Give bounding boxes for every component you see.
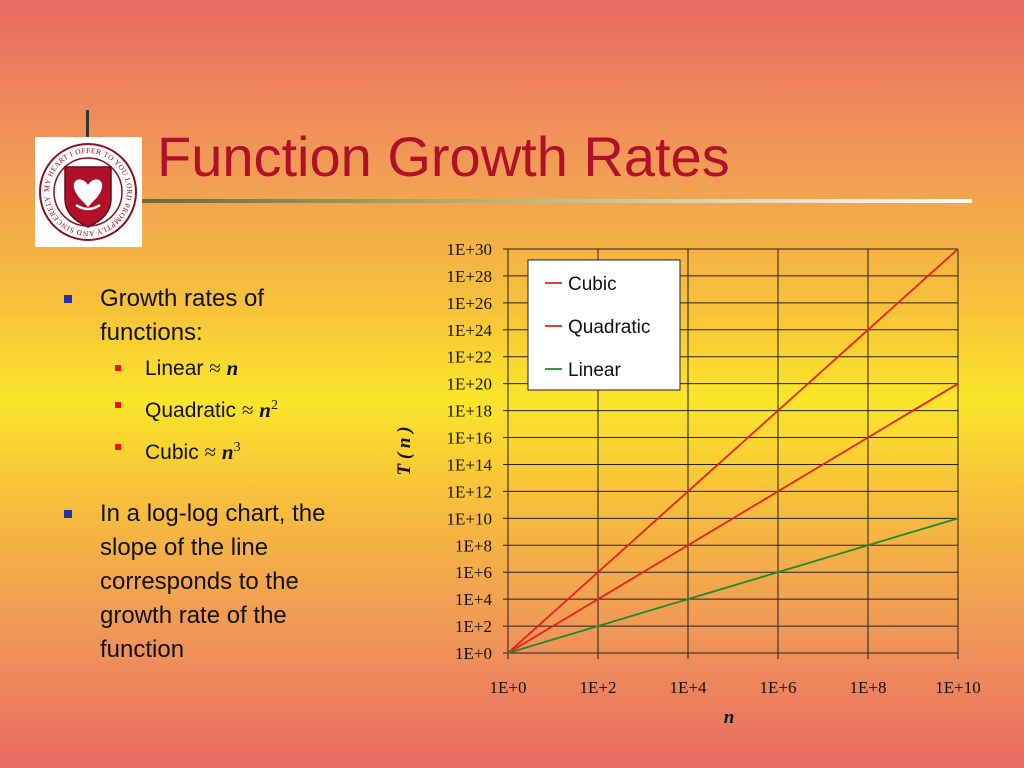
series-line-cubic bbox=[507, 248, 959, 654]
x-axis-title: n bbox=[724, 707, 735, 728]
chart-grid bbox=[503, 248, 959, 659]
y-tick-label: 1E+26 bbox=[447, 294, 492, 313]
y-tick-label: 1E+14 bbox=[447, 455, 493, 474]
x-tick-label: 1E+6 bbox=[760, 678, 797, 697]
crest-icon: MY HEART I OFFER TO YOU LORD PROMPTLY AN… bbox=[39, 143, 137, 241]
x-axis-ticks: 1E+0 1E+2 1E+4 1E+6 1E+8 1E+10 bbox=[490, 678, 981, 697]
legend-label: Linear bbox=[568, 360, 621, 381]
sub-bullet-quadratic: Quadratic ≈ n2 bbox=[60, 387, 390, 429]
y-axis-ticks: 1E+0 1E+2 1E+4 1E+6 1E+8 1E+10 1E+12 1E+14 1E+16… bbox=[447, 240, 493, 663]
x-tick-label: 1E+4 bbox=[670, 678, 707, 697]
slide-title: Function Growth Rates bbox=[157, 125, 730, 188]
sub-bullet-square-icon bbox=[115, 444, 121, 450]
y-tick-label: 1E+10 bbox=[447, 509, 492, 528]
sub-bullet-linear: Linear ≈ n bbox=[60, 350, 390, 387]
bullet-log-log: In a log-log chart, the slope of the lin… bbox=[60, 497, 390, 667]
sub-bullet-square-icon bbox=[115, 365, 121, 371]
y-tick-label: 1E+30 bbox=[447, 240, 492, 259]
y-tick-label: 1E+8 bbox=[455, 536, 492, 555]
y-tick-label: 1E+18 bbox=[447, 402, 492, 421]
sub-bullet-square-icon bbox=[115, 402, 121, 408]
chart-legend: Cubic Quadratic Linear bbox=[527, 259, 681, 391]
school-crest-logo: MY HEART I OFFER TO YOU LORD PROMPTLY AN… bbox=[35, 137, 142, 247]
x-tick-label: 1E+10 bbox=[935, 678, 980, 697]
bullet-square-icon bbox=[64, 510, 72, 518]
y-tick-label: 1E+0 bbox=[455, 644, 492, 663]
title-underline bbox=[142, 199, 972, 203]
sub-bullet-cubic: Cubic ≈ n3 bbox=[60, 429, 390, 471]
bullet-growth-rates: Growth rates of functions: bbox=[60, 282, 390, 350]
y-tick-label: 1E+4 bbox=[455, 590, 492, 609]
y-tick-label: 1E+2 bbox=[455, 617, 492, 636]
series-line-linear bbox=[507, 517, 959, 654]
legend-label: Cubic bbox=[568, 274, 617, 295]
y-tick-label: 1E+6 bbox=[455, 563, 492, 582]
y-tick-label: 1E+28 bbox=[447, 267, 492, 286]
y-tick-label: 1E+12 bbox=[447, 482, 492, 501]
title-accent-tick bbox=[86, 110, 89, 138]
chart-series bbox=[507, 248, 959, 654]
y-tick-label: 1E+24 bbox=[447, 321, 493, 340]
plot-frame bbox=[507, 248, 959, 654]
y-tick-label: 1E+22 bbox=[447, 348, 492, 367]
bullet-list: Growth rates of functions: Linear ≈ n Qu… bbox=[60, 282, 390, 667]
series-line-quadratic bbox=[507, 382, 959, 654]
y-axis-title: T ( n ) bbox=[394, 426, 415, 475]
y-tick-label: 1E+20 bbox=[447, 375, 492, 394]
x-tick-label: 1E+8 bbox=[850, 678, 887, 697]
growth-rate-chart: 1E+0 1E+2 1E+4 1E+6 1E+8 1E+10 1E+12 1E+14 1E+16… bbox=[394, 240, 981, 728]
y-tick-label: 1E+16 bbox=[447, 429, 492, 448]
legend-label: Quadratic bbox=[568, 317, 650, 338]
x-tick-label: 1E+2 bbox=[580, 678, 617, 697]
x-tick-label: 1E+0 bbox=[490, 678, 527, 697]
bullet-square-icon bbox=[64, 295, 72, 303]
